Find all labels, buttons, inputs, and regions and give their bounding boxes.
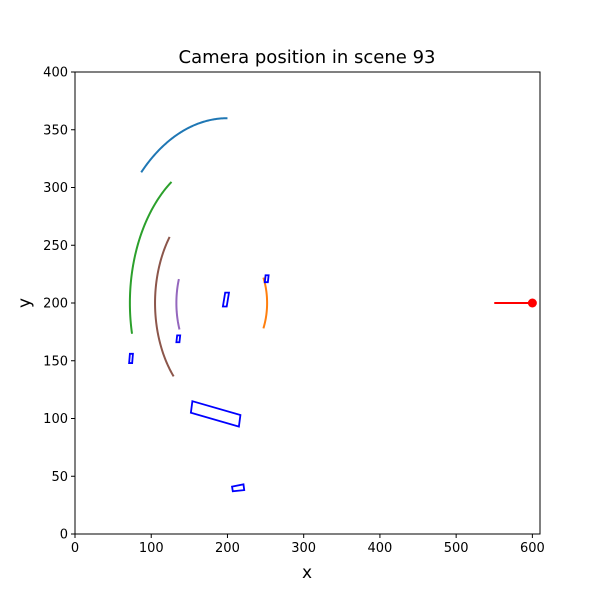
y-tick-label: 0 (60, 528, 68, 543)
x-axis-ticks: 0 100 200 300 400 500 600 (71, 534, 545, 556)
x-tick-label: 400 (368, 541, 393, 556)
y-axis-label: y (15, 298, 35, 308)
trajectory-arc (175, 278, 181, 330)
object-boxes (128, 274, 270, 493)
trajectory-arc (154, 236, 175, 377)
y-tick-label: 400 (43, 66, 68, 81)
trajectory-arcs (128, 117, 269, 377)
y-tick-label: 250 (43, 239, 68, 254)
y-tick-label: 50 (51, 470, 68, 485)
object-box (230, 483, 246, 493)
x-tick-label: 200 (215, 541, 240, 556)
chart-title: Camera position in scene 93 (179, 47, 436, 68)
object-box (175, 334, 182, 344)
y-tick-label: 100 (43, 412, 68, 427)
x-axis-label: x (302, 563, 312, 583)
y-tick-label: 200 (43, 297, 68, 312)
trajectory-arc (128, 181, 173, 334)
object-box (128, 352, 134, 364)
y-tick-label: 350 (43, 123, 68, 138)
y-tick-label: 300 (43, 181, 68, 196)
plot-frame (74, 71, 541, 535)
trajectory-arc (140, 117, 228, 173)
camera-marker-group (494, 298, 537, 308)
object-box (221, 291, 231, 308)
camera-marker (527, 298, 537, 308)
y-tick-label: 150 (43, 354, 68, 369)
y-axis-ticks: 0 50 100 150 200 250 300 350 400 (43, 66, 75, 543)
object-box (263, 274, 270, 284)
x-tick-label: 500 (444, 541, 469, 556)
x-tick-label: 300 (291, 541, 316, 556)
trajectory-arc (262, 277, 269, 329)
x-tick-label: 100 (139, 541, 164, 556)
x-tick-label: 600 (520, 541, 545, 556)
object-box (189, 400, 242, 428)
x-tick-label: 0 (71, 541, 79, 556)
